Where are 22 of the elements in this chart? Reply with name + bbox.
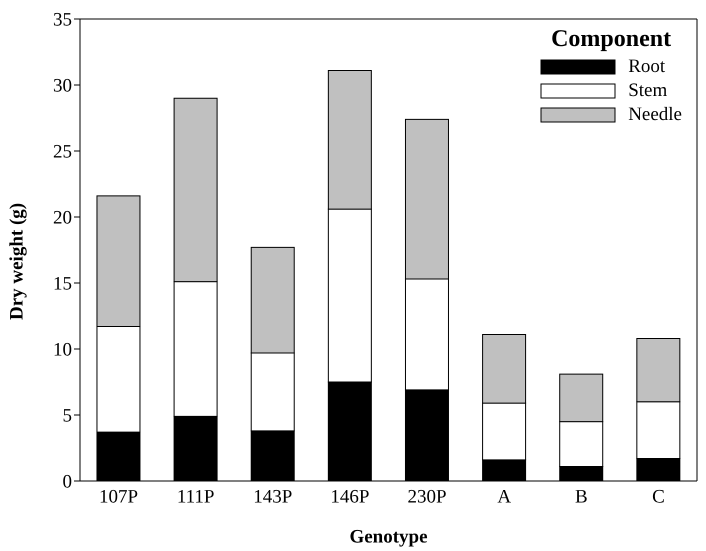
y-axis-title: Dry weight (g) <box>6 202 28 320</box>
x-tick-label: 111P <box>176 486 215 508</box>
x-tick-label: B <box>574 486 588 508</box>
x-axis-title: Genotype <box>349 526 428 548</box>
x-tick-label: 107P <box>99 486 138 508</box>
x-tick-label: 230P <box>408 486 447 508</box>
y-tick-label: 30 <box>53 76 72 97</box>
x-tick-label: A <box>497 486 512 508</box>
y-tick-label: 35 <box>53 10 72 31</box>
x-tick-label: C <box>652 486 665 508</box>
y-tick-label: 20 <box>53 208 72 229</box>
y-tick-label: 5 <box>62 406 72 427</box>
y-tick-label: 15 <box>53 274 72 295</box>
y-tick-label: 0 <box>62 472 72 493</box>
legend-label: Root <box>628 56 666 78</box>
x-tick-label: 146P <box>330 486 370 508</box>
y-tick-label: 25 <box>53 142 72 163</box>
y-tick-label: 10 <box>53 340 72 361</box>
x-tick-label: 143P <box>253 486 292 508</box>
legend-label: Stem <box>628 80 668 102</box>
legend-label: Needle <box>628 104 682 126</box>
legend-title: Component <box>550 26 672 53</box>
